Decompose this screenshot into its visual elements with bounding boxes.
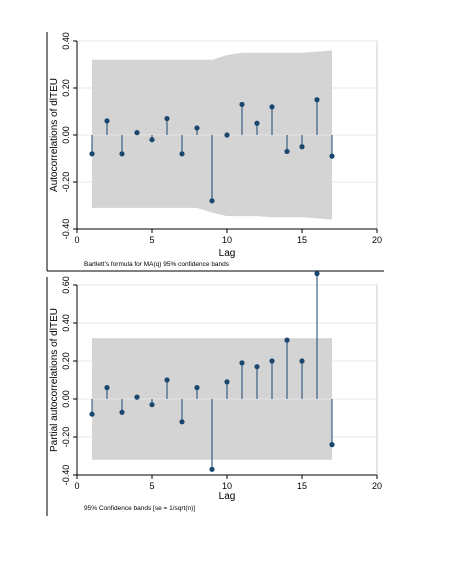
pacf-y-tick-label: 0.20 [61, 352, 71, 370]
pacf-y-ticks: -0.40 -0.20 0.00 0.20 0.40 0.60 [61, 276, 77, 485]
acf-x-tick-label: 0 [74, 235, 79, 245]
acf-marker [89, 151, 95, 157]
pacf-marker [119, 409, 125, 415]
pacf-x-tick-label: 0 [74, 481, 79, 491]
pacf-y-tick-label: -0.20 [61, 427, 71, 448]
acf-marker [119, 151, 125, 157]
acf-x-tick-label: 20 [372, 235, 382, 245]
pacf-y-axis-label: Partial autocorrelations of dlTEU [49, 308, 60, 452]
pacf-marker [239, 360, 245, 366]
acf-note: Bartlett's formula for MA(q) 95% confide… [84, 261, 230, 268]
acf-marker [179, 151, 185, 157]
pacf-x-tick-label: 10 [222, 481, 232, 491]
pacf-y-tick-label: -0.40 [61, 465, 71, 486]
pacf-y-tick-label: 0.60 [61, 276, 71, 294]
pacf-panel: 0 5 10 15 20 -0.40-0.200.000.200.400.60 Lag … [46, 271, 384, 516]
pacf-marker [179, 419, 185, 425]
pacf-x-tick-label: 5 [149, 481, 154, 491]
acf-y-tick-label: 0.40 [61, 32, 71, 50]
pacf-stems [77, 271, 377, 472]
acf-y-tick-label: -0.20 [61, 172, 71, 193]
pacf-marker [224, 379, 230, 385]
pacf-marker [89, 411, 95, 417]
pacf-x-tick-label: 15 [297, 481, 307, 491]
pacf-marker [314, 271, 320, 277]
pacf-x-tick-label: 20 [372, 481, 382, 491]
pacf-marker [254, 364, 260, 370]
acf-y-axis-label: Autocorrelations of dlTEU [49, 78, 60, 192]
acf-y-tick-label: 0.20 [61, 79, 71, 97]
pacf-x-ticks: 0 5 10 15 20 [74, 475, 382, 491]
acf-marker [134, 130, 140, 136]
acf-x-tick-label: 10 [222, 235, 232, 245]
pacf-x-axis-label: Lag [219, 491, 236, 502]
pacf-marker [164, 377, 170, 383]
acf-y-tick-label: -0.40 [61, 219, 71, 240]
pacf-marker [104, 385, 110, 391]
acf-marker [329, 153, 335, 159]
acf-marker [314, 97, 320, 103]
pacf-note: 95% Confidence bands [se = 1/sqrt(n)] [84, 505, 195, 512]
pacf-y-tick-label: 0.00 [61, 390, 71, 408]
acf-marker [104, 118, 110, 124]
acf-panel: 0 5 10 15 20 -0.40 -0.20 0.00 0.20 0.40 Lag Auto… [46, 32, 384, 272]
pacf-marker [134, 394, 140, 400]
acf-x-tick-label: 5 [149, 235, 154, 245]
acf-marker [239, 101, 245, 108]
acf-marker [254, 120, 260, 126]
pacf-marker [194, 385, 200, 391]
acf-stems [77, 97, 377, 204]
acf-y-ticks: -0.40 -0.20 0.00 0.20 0.40 [61, 32, 77, 239]
acf-marker [149, 137, 155, 143]
pacf-y-tick-label: 0.40 [61, 314, 71, 332]
acf-y-tick-label: 0.00 [61, 126, 71, 144]
acf-x-tick-label: 15 [297, 235, 307, 245]
acf-marker [164, 115, 170, 122]
acf-x-ticks: 0 5 10 15 20 [74, 229, 382, 245]
pacf-marker [149, 402, 155, 408]
acf-marker [224, 132, 230, 138]
pacf-marker [329, 442, 335, 448]
pacf-marker [299, 358, 305, 364]
pacf-marker [269, 358, 275, 364]
acf-marker [209, 198, 215, 204]
acf-x-axis-label: Lag [219, 248, 236, 259]
acf-marker [284, 148, 290, 155]
acf-marker [269, 104, 275, 110]
pacf-marker [284, 337, 290, 343]
acf-marker [194, 125, 200, 131]
acf-marker [299, 144, 305, 150]
pacf-marker [209, 466, 215, 472]
